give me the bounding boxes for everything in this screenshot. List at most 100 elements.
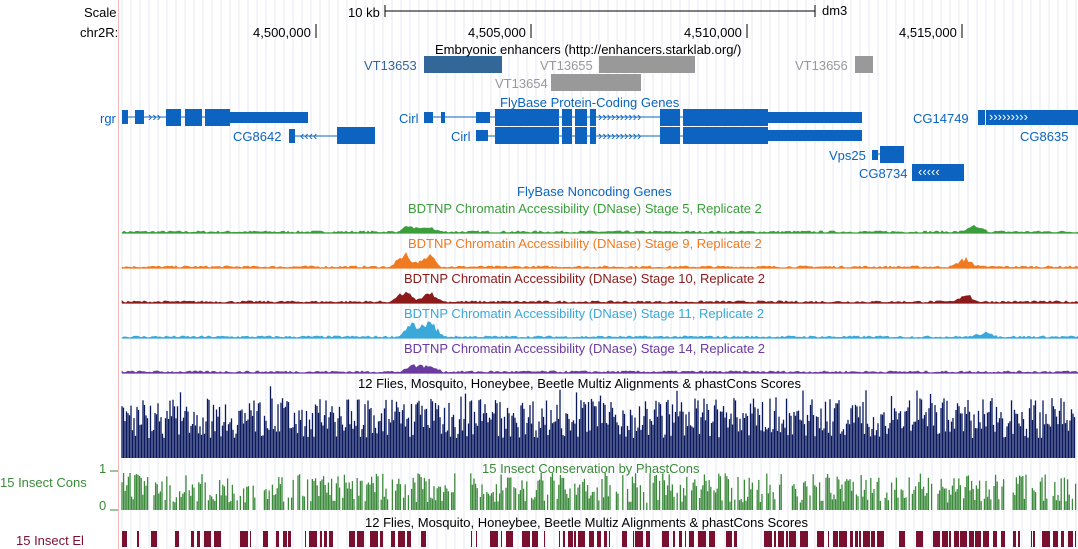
conserved-element-block: [349, 531, 355, 547]
track-title-dnase-stage14: BDTNP Chromatin Accessibility (DNase) St…: [404, 341, 766, 356]
conserved-element-block: [800, 531, 808, 547]
conserved-element-block: [954, 531, 959, 547]
ruler-tick-label: 4,510,000: [684, 25, 742, 40]
conserved-elements-track[interactable]: [122, 531, 1076, 547]
conserved-element-block: [568, 531, 573, 547]
gene-label-cg14749[interactable]: CG14749: [913, 111, 969, 126]
conserved-element-block: [774, 531, 776, 547]
track-title-elements: 12 Flies, Mosquito, Honeybee, Beetle Mul…: [365, 515, 808, 530]
conserved-element-block: [1018, 531, 1020, 547]
gene-label-cirl[interactable]: Cirl: [399, 111, 419, 126]
track-title-enhancers: Embryonic enhancers (http://enhancers.st…: [435, 42, 742, 57]
track-side-label-elements[interactable]: 15 Insect El: [16, 533, 84, 548]
dnase-signal-tracks[interactable]: [121, 224, 1078, 374]
gene-label-cg8734[interactable]: CG8734: [859, 166, 908, 181]
track-title-dnase-stage5: BDTNP Chromatin Accessibility (DNase) St…: [408, 201, 762, 216]
conserved-element-block: [578, 531, 585, 547]
conserved-element-block: [240, 531, 248, 547]
conserved-element-block: [609, 531, 610, 547]
conserved-element-block: [532, 531, 538, 547]
conserved-element-block: [899, 531, 905, 547]
conserved-element-block: [673, 531, 675, 547]
conserved-element-block: [685, 531, 686, 547]
conserved-element-block: [969, 531, 974, 547]
conserved-element-block: [734, 531, 737, 547]
svg-text:›››››››››: ›››››››››: [989, 109, 1028, 124]
dnase-track-1: [121, 252, 1078, 269]
enhancer-label[interactable]: VT13655: [540, 58, 593, 73]
conserved-element-block: [975, 531, 981, 547]
gene-rgr: ›››: [122, 109, 308, 126]
conserved-element-block: [778, 531, 784, 547]
conserved-element-block: [679, 531, 682, 547]
scale-heading: Scale: [84, 5, 117, 20]
gene-cirl-isoform-2: ››››››››››: [476, 127, 862, 144]
conserved-element-block: [597, 531, 601, 547]
track-side-label-phastcons[interactable]: 15 Insect Cons: [0, 475, 87, 490]
conserved-element-block: [1042, 531, 1050, 547]
svg-text:‹‹‹‹: ‹‹‹‹: [300, 128, 317, 143]
dnase-signal-area: [121, 224, 1078, 234]
enhancer-label[interactable]: VT13653: [364, 58, 417, 73]
chromosome-label: chr2R:: [80, 25, 119, 40]
gene-label-rgr[interactable]: rgr: [100, 111, 116, 126]
conserved-element-block: [764, 531, 772, 547]
conserved-element-block: [175, 531, 179, 547]
conserved-element-block: [391, 531, 395, 547]
track-title-phastcons: 15 Insect Conservation by PhastCons: [482, 461, 700, 476]
phastcons-track[interactable]: [121, 473, 1077, 510]
conserved-element-block: [839, 531, 847, 547]
conserved-element-block: [1075, 531, 1076, 547]
enhancer-vt13653-block: [424, 56, 502, 73]
enhancer-label[interactable]: VT13656: [795, 58, 848, 73]
conserved-element-block: [544, 531, 545, 547]
track-title-protein-coding-genes: FlyBase Protein-Coding Genes: [500, 95, 680, 110]
conserved-element-block: [877, 531, 884, 547]
conserved-element-block: [863, 531, 870, 547]
conserved-element-block: [320, 531, 322, 547]
conserved-element-block: [828, 531, 829, 547]
conserved-element-block: [380, 531, 383, 547]
gene-label-cg8642[interactable]: CG8642: [233, 129, 282, 144]
phastcons-axis-max: 1: [99, 461, 107, 476]
conserved-element-block: [933, 531, 940, 547]
dnase-signal-area: [121, 291, 1078, 304]
gene-label-cirl[interactable]: Cirl: [451, 129, 471, 144]
conserved-element-block: [563, 531, 565, 547]
conserved-element-block: [817, 531, 824, 547]
conserved-element-block: [1013, 531, 1016, 547]
conserved-element-block: [398, 531, 405, 547]
conserved-element-block: [604, 531, 607, 547]
conserved-element-block: [622, 531, 627, 547]
position-ruler: [315, 24, 963, 38]
ruler-tick-label: 4,505,000: [468, 25, 526, 40]
enhancer-features[interactable]: [424, 56, 873, 91]
conserved-element-block: [421, 531, 426, 547]
enhancer-vt13654-block: [551, 74, 641, 91]
conserved-element-block: [370, 531, 378, 547]
enhancer-label[interactable]: VT13654: [495, 76, 548, 91]
scale-bar: 10 kb: [384, 5, 816, 17]
conserved-element-block: [633, 531, 634, 547]
conserved-element-block: [501, 531, 502, 547]
conserved-element-block: [833, 531, 838, 547]
conserved-element-block: [250, 531, 251, 547]
phastcons-axis-min: 0: [99, 498, 107, 513]
conserved-element-block: [197, 531, 200, 547]
gene-cirl-isoform-1: ››››››››››: [424, 109, 862, 126]
svg-text:‹‹‹‹‹: ‹‹‹‹‹: [918, 164, 940, 179]
conserved-element-block: [506, 531, 513, 547]
conserved-element-block: [471, 531, 472, 547]
multiz-conservation-track[interactable]: [121, 386, 1076, 458]
conserved-element-block: [662, 531, 669, 547]
gene-label-cg8635[interactable]: CG8635: [1020, 129, 1069, 144]
track-title-dnase-stage9: BDTNP Chromatin Accessibility (DNase) St…: [408, 236, 762, 251]
left-margin-guide: [118, 0, 119, 549]
ruler-tick-label: 4,500,000: [253, 25, 311, 40]
conserved-element-block: [709, 531, 715, 547]
gene-label-vps25[interactable]: Vps25: [829, 148, 866, 163]
conserved-element-block: [859, 531, 861, 547]
gene-models[interactable]: ››› ‹‹‹‹: [122, 109, 1078, 181]
